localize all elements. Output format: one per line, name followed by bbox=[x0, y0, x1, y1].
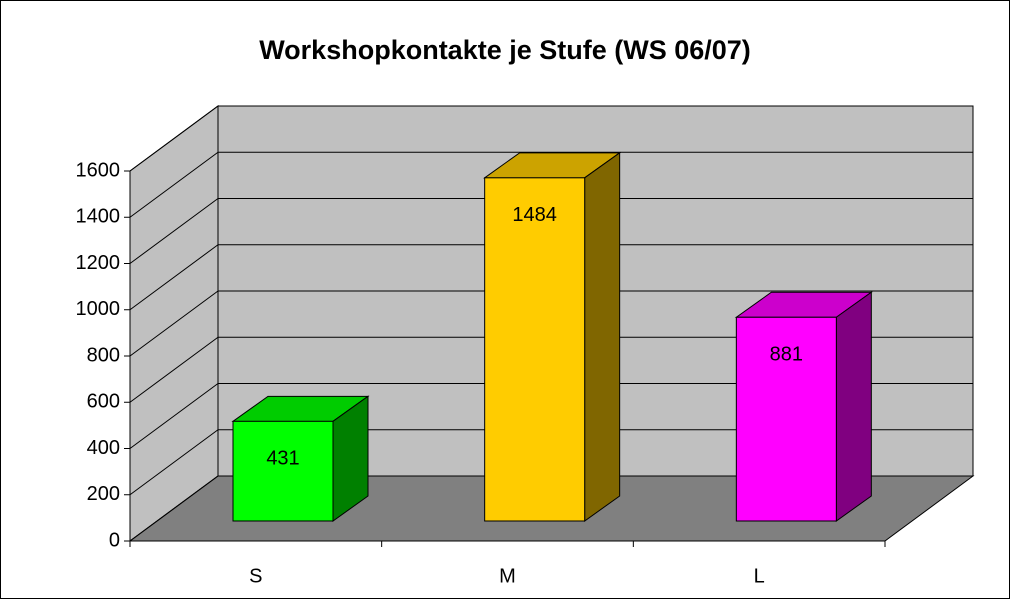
y-tick-label: 0 bbox=[109, 529, 120, 551]
grid-line bbox=[129, 383, 219, 449]
y-tick-label: 1200 bbox=[76, 252, 121, 274]
y-tick-label: 1400 bbox=[76, 206, 121, 228]
value-label: 1484 bbox=[512, 204, 557, 226]
value-label: 881 bbox=[770, 344, 803, 366]
grid-line bbox=[129, 151, 219, 218]
x-tick-label: S bbox=[249, 565, 262, 587]
grid-line bbox=[129, 244, 219, 311]
y-tick-label: 400 bbox=[87, 437, 120, 459]
x-tick-label: M bbox=[499, 565, 516, 587]
value-label: 431 bbox=[266, 448, 299, 470]
y-tick-label: 200 bbox=[87, 483, 120, 505]
grid-line bbox=[129, 290, 219, 357]
y-tick-label: 800 bbox=[87, 344, 120, 366]
x-tick-label: L bbox=[754, 565, 765, 587]
chart-title: Workshopkontakte je Stufe (WS 06/07) bbox=[259, 35, 751, 65]
bar-side bbox=[835, 291, 872, 522]
bar bbox=[232, 420, 334, 522]
bar bbox=[484, 177, 586, 522]
grid-line bbox=[129, 198, 219, 264]
grid-line bbox=[129, 475, 219, 542]
y-tick-label: 1000 bbox=[76, 298, 121, 320]
bar bbox=[735, 316, 837, 522]
grid-line bbox=[129, 105, 219, 172]
grid-line bbox=[129, 429, 219, 496]
y-tick-label: 1600 bbox=[76, 159, 121, 181]
bar-side bbox=[584, 151, 621, 522]
grid-line bbox=[129, 336, 219, 403]
y-tick-label: 600 bbox=[87, 391, 120, 413]
